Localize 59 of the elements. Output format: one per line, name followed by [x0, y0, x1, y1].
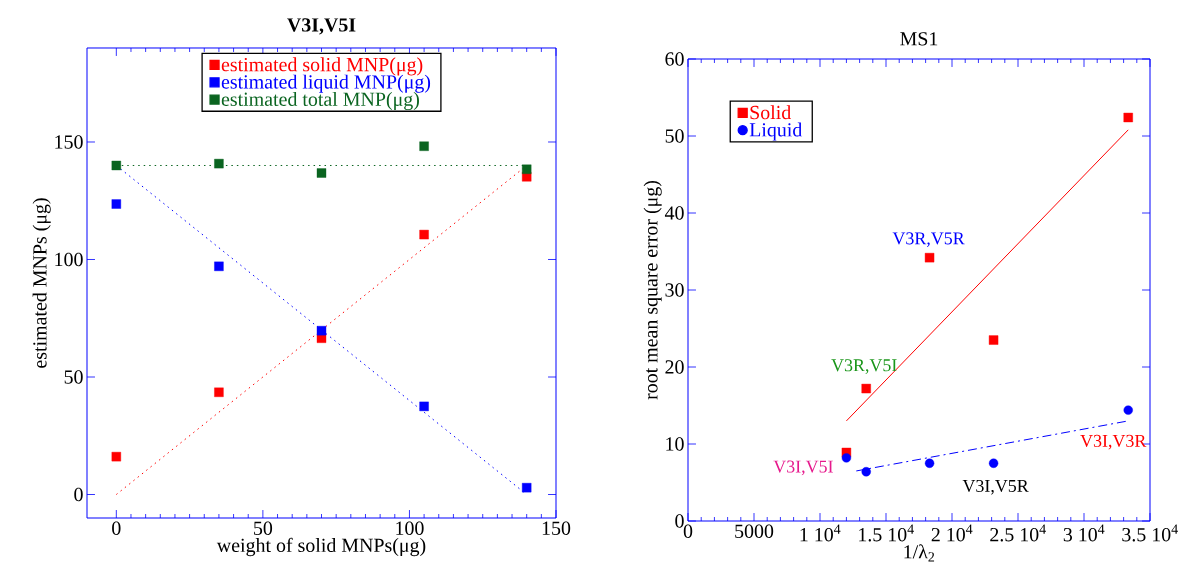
y-axis-title: estimated MNPs (μg) — [32, 198, 51, 368]
point — [988, 458, 999, 468]
point — [214, 387, 224, 397]
annotation: V3R,V5R — [892, 232, 965, 247]
x-tick-label: 2 10$^{4}$ — [931, 524, 973, 542]
y-tick-label: 150 — [55, 135, 83, 149]
legend-label: estimated total MNP(μg) — [221, 91, 419, 111]
point — [924, 252, 935, 263]
chart-title: V3I,V5I — [287, 18, 356, 35]
point — [841, 453, 852, 463]
point — [111, 199, 121, 209]
x-tick-label: 150 — [542, 521, 571, 535]
y-tick-label: 30 — [665, 283, 684, 297]
y-tick-label: 100 — [55, 252, 83, 267]
point — [522, 164, 532, 174]
legend-label: estimated liquid MNP(μg) — [221, 74, 431, 93]
x-tick-label: 3 10$^{4}$ — [1063, 524, 1105, 542]
x-tick-label: 0 — [112, 521, 121, 535]
point — [316, 326, 327, 336]
point — [861, 383, 871, 394]
x-tick-label: 100 — [396, 521, 424, 535]
point — [419, 401, 429, 412]
point — [988, 335, 999, 345]
point — [111, 451, 121, 462]
x-tick-label: 3.5 10$^{4}$ — [1122, 524, 1178, 542]
point — [861, 467, 871, 477]
x-tick-label: 1 10$^{4}$ — [800, 524, 841, 542]
annotation: V3I,V5R — [962, 479, 1029, 495]
y-tick-label: 60 — [665, 52, 684, 66]
point — [924, 458, 935, 468]
point — [1123, 405, 1133, 415]
point — [111, 160, 121, 171]
point — [419, 141, 429, 151]
point — [214, 261, 224, 271]
x-tick-label: 1.5 10$^{4}$ — [859, 524, 914, 542]
y-tick-label: 50 — [665, 129, 684, 143]
x-axis-title: weight of solid MNPs(μg) — [216, 537, 426, 557]
x-axis-title: 1/λ$_{2}$ — [904, 544, 935, 562]
legend-label: Liquid — [749, 122, 803, 141]
annotation: V3I,V3R — [1080, 434, 1147, 450]
point — [419, 229, 429, 240]
x-tick-label: 50 — [254, 521, 273, 535]
y-tick-label: 10 — [666, 437, 684, 451]
x-tick-label: 5000 — [735, 524, 774, 538]
point — [522, 483, 532, 493]
point — [1123, 112, 1133, 123]
chart-title: MS1 — [900, 32, 938, 46]
point — [316, 168, 327, 178]
point — [214, 158, 224, 169]
x-tick-label: 2.5 10$^{4}$ — [990, 524, 1046, 542]
y-tick-label: 50 — [64, 370, 83, 384]
y-tick-label: 40 — [664, 206, 684, 220]
y-tick-label: 0 — [74, 487, 83, 502]
annotation: V3R,V5I — [831, 359, 897, 374]
x-tick-label: 0 — [683, 524, 693, 538]
y-axis-title: root mean square error (μg) — [643, 180, 662, 400]
y-tick-label: 20 — [665, 360, 684, 374]
legend-label: Solid — [750, 105, 791, 120]
annotation: V3I,V5I — [773, 460, 833, 476]
